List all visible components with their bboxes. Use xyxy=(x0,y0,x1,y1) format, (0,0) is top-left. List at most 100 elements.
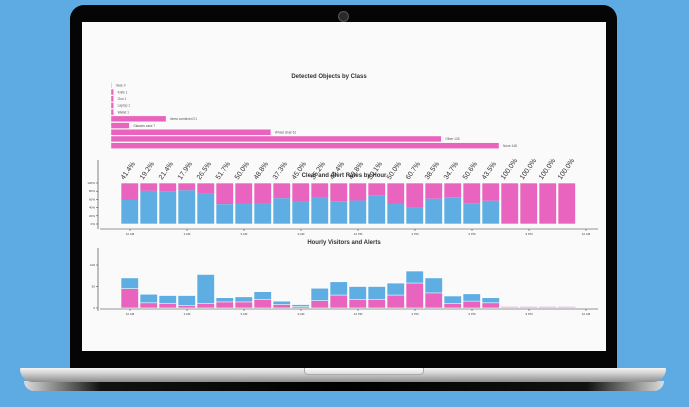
alerts-bar xyxy=(462,300,481,309)
alert-bar xyxy=(235,183,253,204)
alerts-bar xyxy=(158,303,177,309)
bar-label: Gun 1 xyxy=(118,97,127,101)
y-tick-label: 100% xyxy=(87,181,95,185)
alert-bar xyxy=(178,183,196,191)
x-tick-label: 9 AM xyxy=(298,312,305,316)
bar-gun xyxy=(110,95,114,102)
bar-outline xyxy=(291,182,310,225)
bar-outline xyxy=(538,182,557,225)
bar-label: Other 126 xyxy=(445,137,459,141)
bar-none xyxy=(110,142,500,149)
alert-bar xyxy=(539,183,557,224)
empty-bar xyxy=(501,306,519,308)
alert-bar xyxy=(216,183,234,205)
chart3-title: Hourly Visitors and Alerts xyxy=(307,240,381,246)
bar-label: Vase 0 xyxy=(116,84,126,88)
bar-wheel-chair xyxy=(110,129,272,136)
y-tick-label: 0 xyxy=(93,306,95,310)
clear-bar xyxy=(159,191,177,224)
alerts-bar xyxy=(177,305,196,309)
bar-outline xyxy=(462,182,481,225)
clear-bar xyxy=(197,193,215,224)
bar-outline xyxy=(519,182,538,225)
clear-bar xyxy=(121,199,139,224)
x-tick-label: 3 PM xyxy=(411,232,419,236)
x-tick-label: 12 PM xyxy=(354,232,363,236)
empty-bar xyxy=(558,306,576,308)
y-tick-label: 40% xyxy=(89,206,95,210)
rate-label: 100.0% xyxy=(519,158,538,181)
bar-outline xyxy=(139,182,158,225)
bar-outline xyxy=(329,182,348,225)
clear-bar xyxy=(292,201,310,224)
rate-label: 50.0% xyxy=(386,161,403,181)
x-tick-label: 3 AM xyxy=(184,232,191,236)
clear-bar xyxy=(406,207,424,224)
alert-bar xyxy=(425,183,443,199)
rate-label: 50.0% xyxy=(234,161,251,181)
y-tick-label: 50 xyxy=(92,285,96,289)
bar-vase xyxy=(110,82,113,89)
x-tick-label: 6 PM xyxy=(468,312,476,316)
x-tick-label: 12 AM xyxy=(126,232,135,236)
rate-label: 48.8% xyxy=(253,161,270,181)
bar-items-combined xyxy=(110,115,167,123)
bar-outline xyxy=(500,182,519,225)
bar-laptop xyxy=(110,102,114,109)
x-tick-label: 6 AM xyxy=(241,312,248,316)
bar-outline xyxy=(405,182,424,225)
bar-outline xyxy=(310,182,329,225)
bar-wallet xyxy=(110,108,114,116)
clear-bar xyxy=(235,203,253,224)
visitors-bar xyxy=(196,274,215,309)
alert-bar xyxy=(520,183,538,224)
alerts-bar xyxy=(215,301,234,309)
rate-label: 41.4% xyxy=(120,161,137,181)
rate-label: 100.0% xyxy=(500,158,519,181)
rate-label: 17.9% xyxy=(177,161,194,181)
alerts-bar xyxy=(348,299,367,309)
laptop-notch xyxy=(304,368,424,375)
alerts-bar xyxy=(367,299,386,309)
rate-label: 19.2% xyxy=(139,161,156,181)
alerts-bar xyxy=(139,302,158,309)
alerts-bar xyxy=(481,302,500,309)
bar-outline xyxy=(386,182,405,225)
clear-bar xyxy=(216,204,234,224)
bar-other xyxy=(110,135,442,143)
rate-label: 43.5% xyxy=(481,161,498,181)
rate-label: 26.5% xyxy=(196,161,213,181)
alerts-bar xyxy=(272,304,291,309)
alert-bar xyxy=(558,183,576,224)
bar-outline xyxy=(253,182,272,225)
x-tick-label: 6 AM xyxy=(241,232,248,236)
clear-bar xyxy=(311,197,329,224)
alert-bar xyxy=(311,183,329,198)
bar-outline xyxy=(177,182,196,225)
rate-label: 38.5% xyxy=(424,161,441,181)
alert-bar xyxy=(368,183,386,196)
bar-outline xyxy=(557,182,576,225)
x-tick-label: 3 AM xyxy=(184,312,191,316)
laptop-base xyxy=(20,368,666,382)
y-tick-label: 80% xyxy=(89,189,95,193)
clear-bar xyxy=(254,203,272,224)
rate-label: 50.6% xyxy=(462,161,479,181)
clear-bar xyxy=(349,200,367,224)
rate-label: 21.4% xyxy=(158,161,175,181)
alert-bar xyxy=(482,183,500,201)
chart2-title: Clear and Alert Rates by Hour xyxy=(302,173,387,179)
clear-bar xyxy=(444,197,462,224)
alert-bar xyxy=(501,183,519,224)
clear-bar xyxy=(330,201,348,224)
alert-bar xyxy=(444,183,462,198)
rate-label: 100.0% xyxy=(557,158,576,181)
x-tick-label: 6 PM xyxy=(468,232,476,236)
bar-label: Knife 1 xyxy=(118,90,128,94)
clear-bar xyxy=(368,195,386,224)
bar-outline xyxy=(215,182,234,225)
bar-label: Wallet 1 xyxy=(118,110,130,114)
clear-bar xyxy=(463,203,481,224)
alert-bar xyxy=(197,183,215,194)
alert-bar xyxy=(330,183,348,202)
